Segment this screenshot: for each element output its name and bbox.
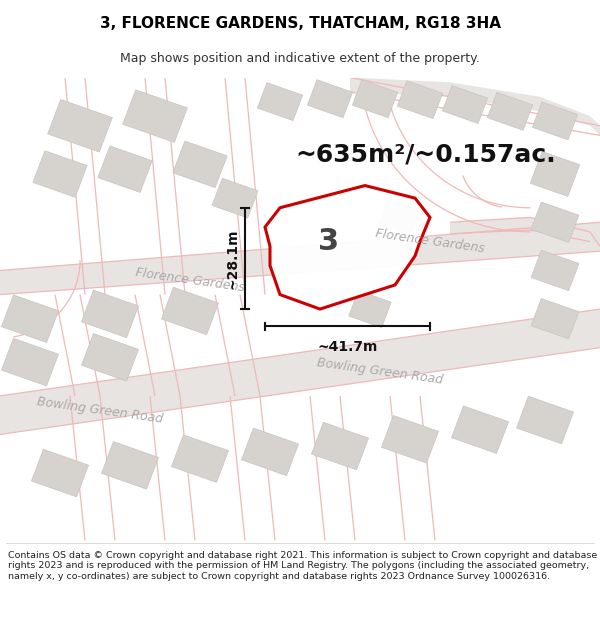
Polygon shape bbox=[349, 291, 391, 328]
Polygon shape bbox=[82, 334, 139, 381]
Polygon shape bbox=[122, 90, 187, 142]
Polygon shape bbox=[1, 295, 59, 343]
Text: Bowling Green Road: Bowling Green Road bbox=[36, 395, 164, 426]
Text: Contains OS data © Crown copyright and database right 2021. This information is : Contains OS data © Crown copyright and d… bbox=[8, 551, 597, 581]
Polygon shape bbox=[311, 422, 368, 470]
Polygon shape bbox=[382, 416, 439, 463]
Text: ~28.1m: ~28.1m bbox=[226, 228, 240, 289]
Text: Bowling Green Road: Bowling Green Road bbox=[316, 356, 444, 387]
Text: 3, FLORENCE GARDENS, THATCHAM, RG18 3HA: 3, FLORENCE GARDENS, THATCHAM, RG18 3HA bbox=[100, 16, 500, 31]
Polygon shape bbox=[101, 442, 158, 489]
Text: Florence Gardens: Florence Gardens bbox=[374, 228, 485, 256]
Polygon shape bbox=[531, 202, 579, 242]
Polygon shape bbox=[450, 217, 600, 251]
Polygon shape bbox=[352, 80, 398, 118]
Text: Map shows position and indicative extent of the property.: Map shows position and indicative extent… bbox=[120, 52, 480, 64]
Polygon shape bbox=[530, 151, 580, 196]
Polygon shape bbox=[265, 186, 430, 309]
Polygon shape bbox=[0, 309, 600, 434]
Polygon shape bbox=[47, 99, 112, 152]
Text: Florence Gardens: Florence Gardens bbox=[134, 266, 245, 294]
Polygon shape bbox=[33, 151, 87, 198]
Polygon shape bbox=[31, 449, 89, 497]
Polygon shape bbox=[442, 86, 488, 124]
Polygon shape bbox=[98, 146, 152, 192]
Polygon shape bbox=[397, 81, 443, 119]
Polygon shape bbox=[82, 290, 139, 338]
Polygon shape bbox=[173, 141, 227, 188]
Text: 3: 3 bbox=[318, 227, 340, 256]
Polygon shape bbox=[241, 428, 299, 476]
Text: ~635m²/~0.157ac.: ~635m²/~0.157ac. bbox=[295, 142, 556, 167]
Polygon shape bbox=[451, 406, 509, 454]
Polygon shape bbox=[350, 78, 600, 136]
Polygon shape bbox=[517, 396, 574, 444]
Polygon shape bbox=[0, 222, 600, 294]
Polygon shape bbox=[487, 92, 533, 130]
Polygon shape bbox=[172, 435, 229, 482]
Polygon shape bbox=[1, 338, 59, 386]
Polygon shape bbox=[531, 299, 579, 339]
Polygon shape bbox=[379, 199, 421, 236]
Polygon shape bbox=[307, 80, 353, 118]
Polygon shape bbox=[532, 102, 578, 140]
Polygon shape bbox=[212, 178, 258, 218]
Text: ~41.7m: ~41.7m bbox=[317, 340, 377, 354]
Polygon shape bbox=[257, 82, 302, 121]
Polygon shape bbox=[531, 250, 579, 291]
Polygon shape bbox=[161, 288, 218, 335]
